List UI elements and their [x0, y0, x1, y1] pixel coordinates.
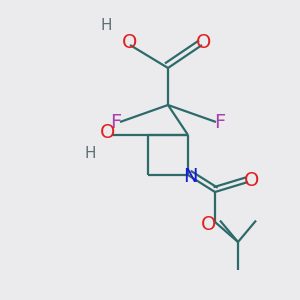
Text: O: O — [196, 34, 212, 52]
Text: O: O — [201, 214, 217, 233]
Text: N: N — [183, 167, 197, 187]
Text: O: O — [244, 170, 260, 190]
Text: O: O — [122, 34, 138, 52]
Text: F: F — [214, 112, 226, 131]
Text: H: H — [100, 17, 112, 32]
Text: F: F — [110, 112, 122, 131]
Text: O: O — [100, 124, 116, 142]
Text: H: H — [84, 146, 96, 161]
